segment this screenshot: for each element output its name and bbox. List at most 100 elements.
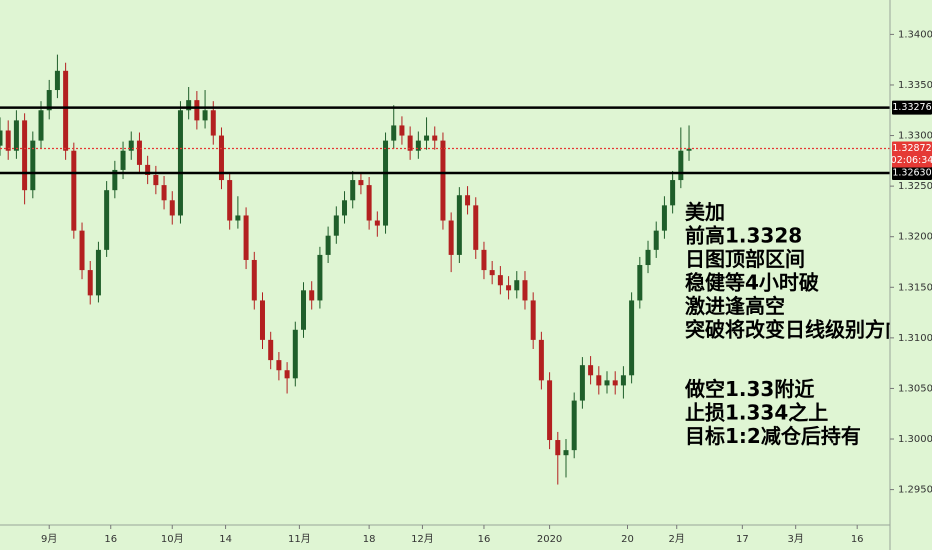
annotation-line: 激进逢高空 — [685, 294, 785, 318]
candle-body — [407, 135, 413, 151]
y-tick-label: 1.32500 — [898, 181, 932, 192]
candle-body — [514, 280, 520, 291]
candle-body — [522, 280, 528, 301]
annotation-line: 前高1.3328 — [685, 224, 802, 248]
candle-body — [153, 175, 159, 186]
candle-body — [670, 180, 676, 206]
annotation-line: 突破将改变日线级别方向 — [685, 318, 905, 342]
current-price-tag — [892, 141, 932, 168]
candle-body — [292, 329, 298, 379]
candle-body — [194, 100, 200, 121]
candle-body — [678, 150, 684, 181]
candle-body — [22, 120, 28, 191]
y-tick-label: 1.32000 — [898, 232, 932, 243]
candle-body — [333, 215, 339, 236]
candle-body — [243, 215, 249, 260]
candle-body — [440, 140, 446, 221]
x-tick-label: 10月 — [161, 533, 184, 545]
candle-body — [530, 300, 536, 340]
candle-body — [46, 90, 52, 111]
candle-body — [374, 220, 380, 226]
x-tick-label: 3月 — [787, 533, 803, 545]
candle-body — [465, 195, 471, 206]
candle-body — [620, 375, 626, 386]
level-tag-label: 1.33276 — [892, 102, 931, 113]
x-tick-label: 16 — [478, 534, 491, 545]
candle-body — [177, 110, 183, 216]
candle-body — [563, 450, 569, 456]
candle-body — [120, 150, 126, 170]
annotation-line: 美加 — [685, 200, 725, 224]
candle-body — [186, 100, 192, 111]
plot-area: 美加前高1.3328日图顶部区间稳健等4小时破激进逢高空突破将改变日线级别方向做… — [0, 54, 905, 485]
candle-body — [358, 180, 364, 186]
countdown-label: 02:06:34 — [891, 155, 932, 166]
candle-body — [301, 290, 307, 330]
candle-body — [579, 365, 585, 401]
candle-body — [71, 150, 77, 231]
candle-body — [87, 270, 93, 296]
annotation-line: 目标1:2减仓后持有 — [685, 424, 861, 448]
annotation-line: 止损1.334之上 — [685, 401, 828, 425]
candle-body — [637, 265, 643, 301]
candle-body — [227, 180, 233, 221]
candle-body — [112, 169, 118, 191]
y-tick-label: 1.30000 — [898, 434, 932, 445]
y-tick-label: 1.31500 — [898, 282, 932, 293]
candle-body — [5, 130, 11, 151]
candle-body — [481, 249, 487, 271]
candle-body — [391, 125, 397, 141]
candle-body — [588, 365, 594, 376]
candle-body — [317, 254, 323, 301]
candle-body — [145, 164, 151, 175]
candle-body — [30, 140, 36, 191]
x-tick-label: 18 — [363, 534, 376, 545]
y-tick-label: 1.30500 — [898, 383, 932, 394]
candle-body — [235, 215, 241, 221]
x-tick-label: 9月 — [41, 533, 57, 545]
candle-body — [276, 360, 282, 371]
candle-body — [489, 270, 495, 276]
candle-body — [128, 140, 134, 151]
candle-body — [555, 440, 561, 456]
x-tick-label: 12月 — [411, 533, 434, 545]
x-tick-label: 16 — [104, 534, 117, 545]
current-price-label: 1.32872 — [892, 143, 931, 154]
candle-body — [612, 380, 618, 386]
candle-body — [399, 125, 405, 136]
candle-body — [547, 380, 553, 441]
candle-body — [284, 370, 290, 379]
candle-body — [645, 249, 651, 266]
candle-body — [661, 205, 667, 231]
y-tick-label: 1.31000 — [898, 333, 932, 344]
candle-body — [251, 259, 257, 301]
y-tick-label: 1.34000 — [898, 29, 932, 40]
x-tick-label: 17 — [736, 534, 749, 545]
candle-body — [0, 130, 3, 146]
candle-body — [136, 140, 142, 165]
candle-body — [604, 380, 610, 386]
candle-body — [54, 70, 60, 91]
candle-body — [456, 195, 462, 255]
candle-body — [629, 300, 635, 376]
y-tick-label: 1.29500 — [898, 485, 932, 496]
candle-body — [38, 110, 44, 141]
candle-body — [13, 120, 19, 151]
candle-body — [342, 200, 348, 216]
candle-body — [218, 135, 224, 181]
candle-body — [473, 205, 479, 250]
annotation-line: 稳健等4小时破 — [685, 271, 819, 295]
x-tick-label: 2月 — [669, 533, 685, 545]
x-tick-label: 16 — [851, 534, 864, 545]
candle-body — [161, 185, 167, 201]
annotation-line: 日图顶部区间 — [685, 247, 805, 271]
candle-body — [497, 275, 503, 286]
candle-body — [325, 235, 331, 255]
candle-body — [686, 148, 692, 151]
candle-body — [432, 135, 438, 141]
y-tick-label: 1.33500 — [898, 80, 932, 91]
candle-body — [95, 249, 101, 296]
candle-body — [596, 375, 602, 386]
candle-body — [366, 185, 372, 221]
